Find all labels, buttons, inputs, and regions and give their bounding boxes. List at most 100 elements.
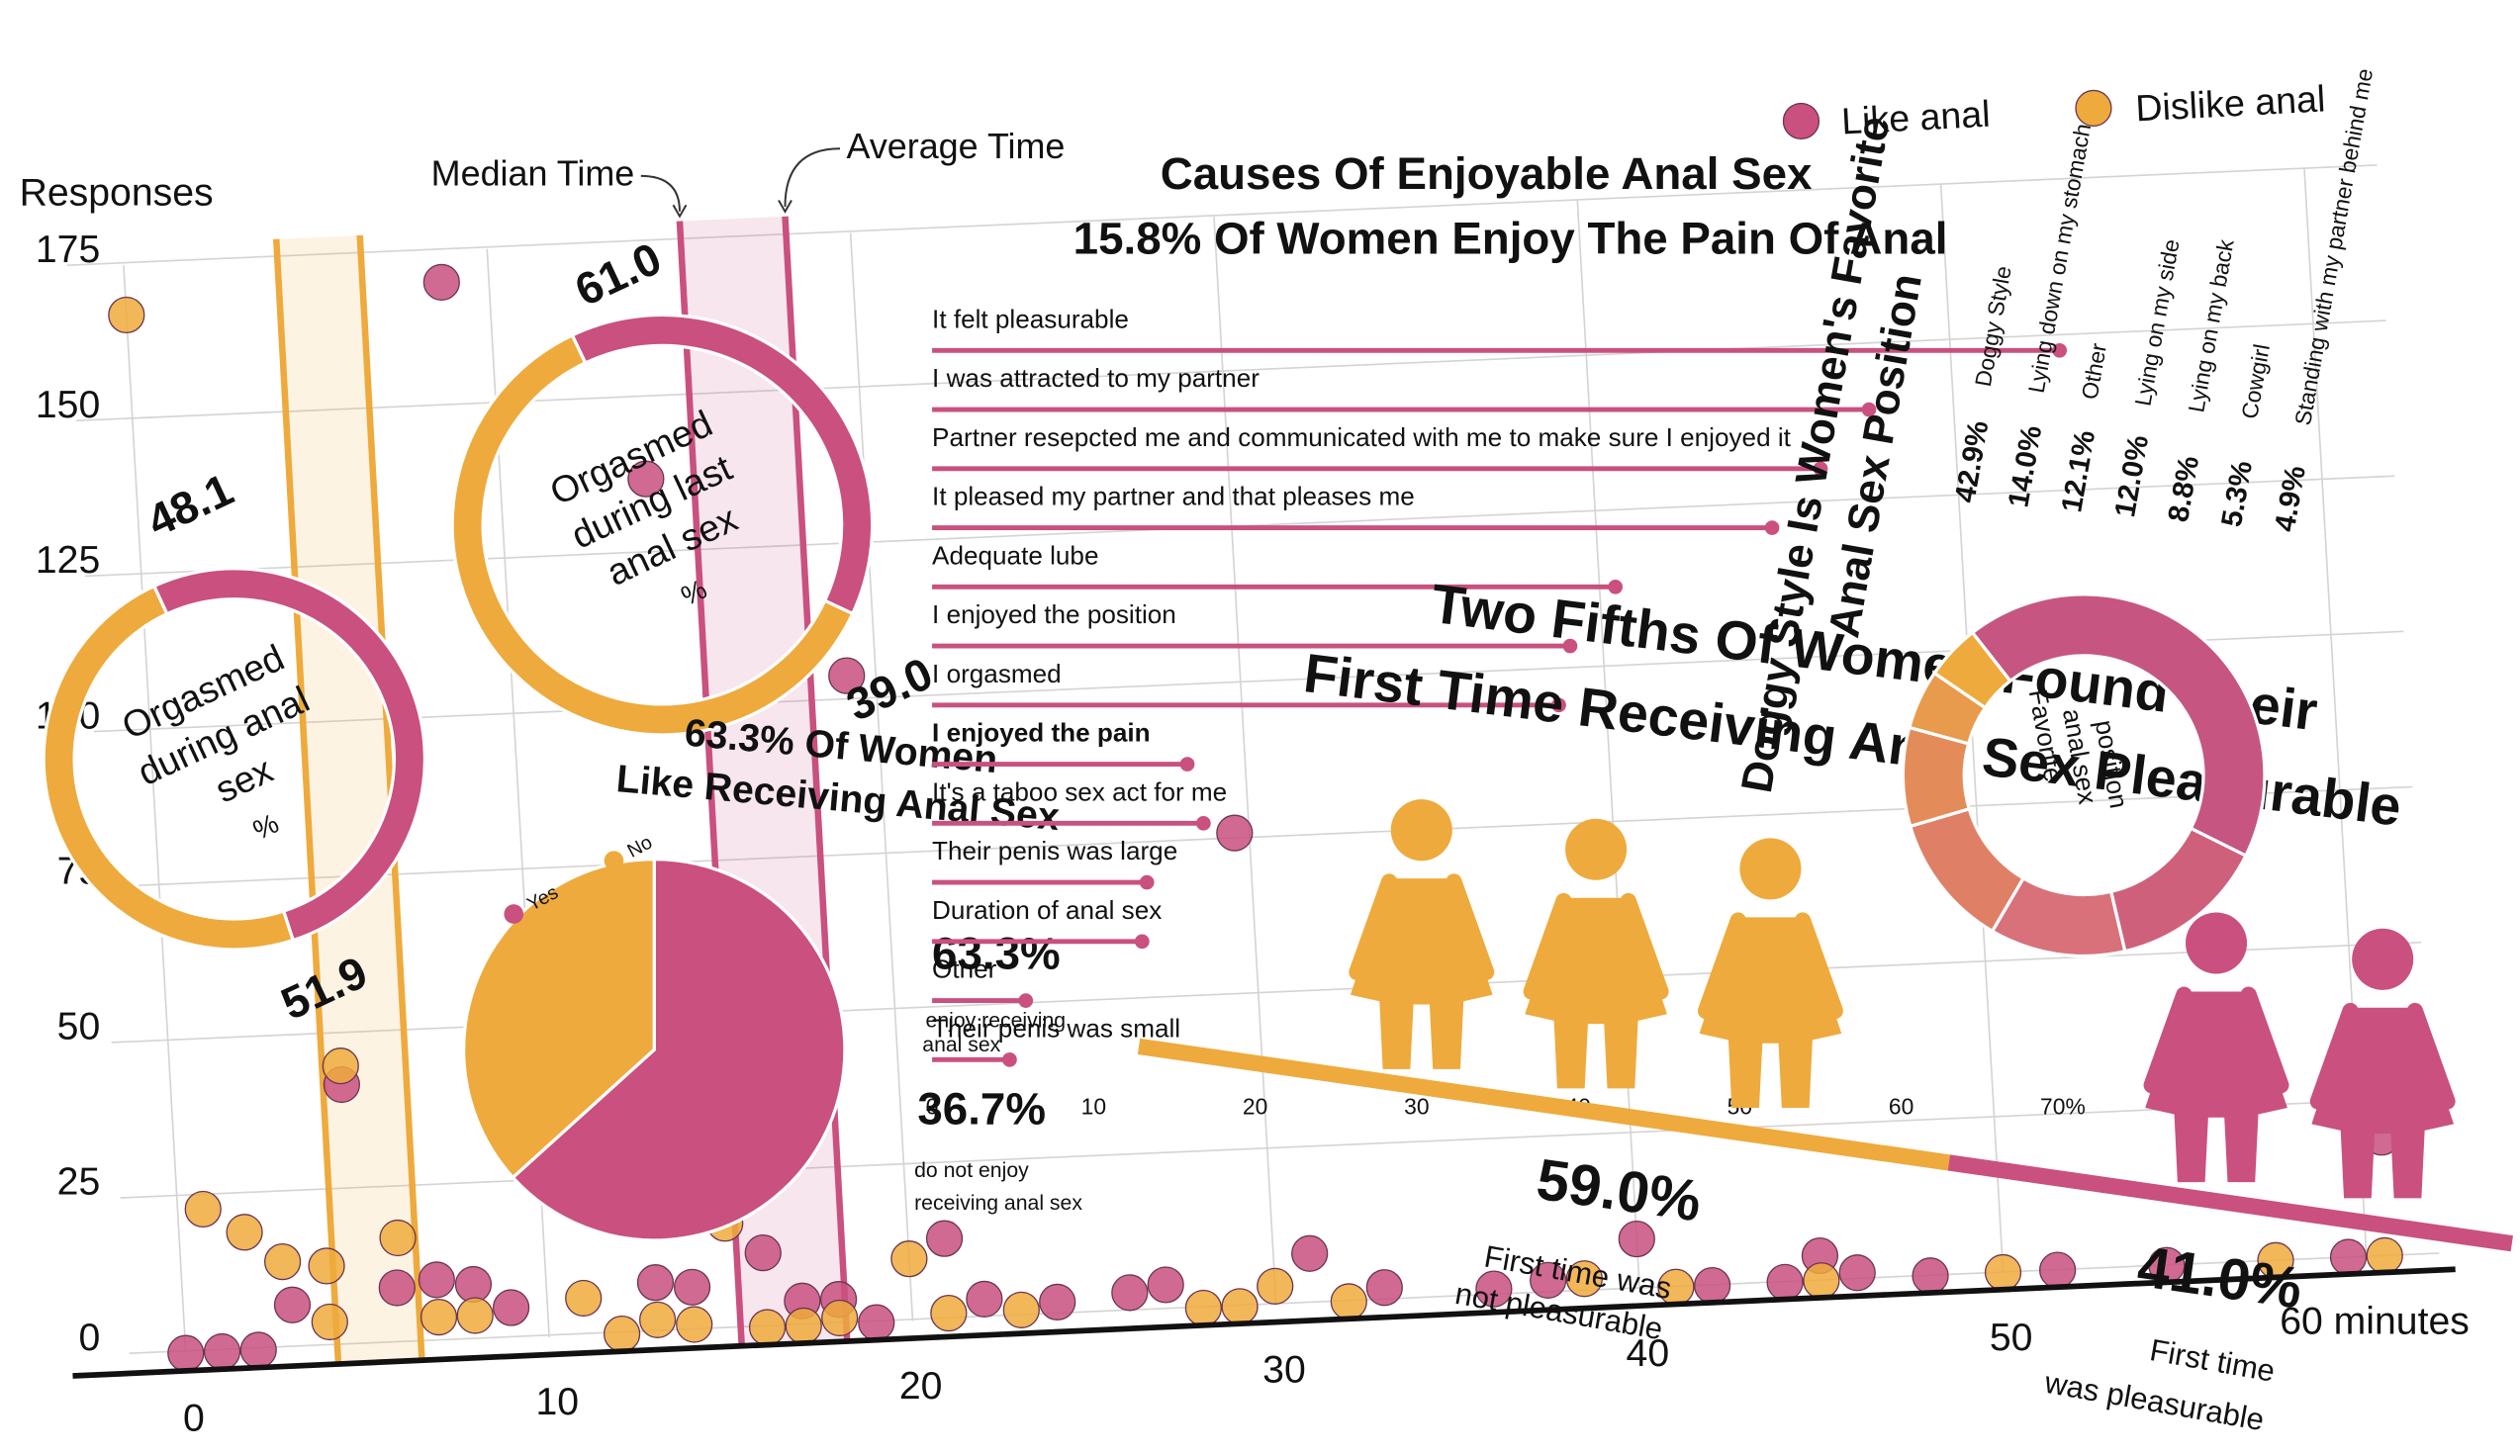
donut-segment — [151, 567, 427, 943]
scatter-point — [184, 1190, 222, 1228]
scatter-point — [636, 1264, 675, 1302]
scatter-point — [1365, 1269, 1403, 1307]
chart-title: Causes Of Enjoyable Anal Sex — [1161, 148, 1813, 199]
scatter-point — [828, 657, 866, 694]
scatter-point — [311, 1303, 348, 1341]
scatter-point — [676, 1306, 713, 1343]
donut-segment — [1931, 630, 2013, 710]
scatter-point — [1039, 1283, 1076, 1321]
category-label: Adequate lube — [932, 540, 1098, 570]
scatter-point — [308, 1247, 345, 1285]
icon-arms — [1523, 892, 1669, 1000]
value-caption: receiving anal sex — [914, 1192, 1082, 1215]
legend-swatch — [604, 851, 624, 870]
scatter-point — [1475, 1270, 1513, 1308]
scatter-point — [2039, 1251, 2077, 1289]
scatter-point — [1111, 1274, 1149, 1312]
legend-swatch — [2075, 89, 2112, 128]
scatter-point — [925, 1220, 964, 1257]
scatter-point — [322, 1047, 359, 1085]
scatter-point — [203, 1332, 241, 1371]
y-axis-label: Responses — [20, 171, 214, 214]
grid-line — [120, 1096, 2431, 1199]
icon-head — [1739, 838, 1802, 900]
category-label: Partner resepcted me and communicated wi… — [932, 422, 1792, 452]
scatter-point — [420, 1298, 458, 1336]
icon-head — [2352, 928, 2414, 990]
scatter-point — [378, 1269, 416, 1307]
icon-arms — [1349, 873, 1495, 981]
lollipop-dot — [1562, 638, 1578, 654]
value-caption: anal sex — [922, 1034, 1000, 1056]
x-tick-label: 30 — [1404, 1094, 1429, 1120]
icon-head — [1390, 799, 1452, 862]
lollipop-dot — [2052, 342, 2068, 358]
x-tick-label: 60 minutes — [2280, 1301, 2470, 1343]
lollipop-dot — [1002, 1052, 1017, 1067]
category-label: I orgasmed — [932, 659, 1062, 688]
reference-band — [276, 234, 422, 1366]
scatter-point — [1216, 814, 1254, 852]
scatter-point — [167, 1334, 205, 1372]
scatter-point — [1291, 1234, 1329, 1272]
icon-body — [2311, 1007, 2455, 1199]
value-label: 63.3% — [932, 929, 1061, 979]
scatter-point — [1330, 1283, 1367, 1320]
chart-subtitle: 15.8% Of Women Enjoy The Pain Of Anal — [1073, 213, 1948, 263]
x-tick-label: 10 — [536, 1381, 580, 1423]
y-tick-label: 0 — [78, 1317, 100, 1359]
scatter-point — [565, 1279, 603, 1318]
scatter-point — [264, 1242, 302, 1281]
scatter-point — [1766, 1263, 1804, 1301]
grid-line — [849, 232, 914, 1321]
icon-head — [1565, 818, 1628, 880]
scatter-point — [673, 1268, 711, 1306]
scatter-point — [744, 1234, 782, 1272]
scatter-point — [1803, 1262, 1840, 1300]
category-label: I enjoyed the position — [932, 599, 1176, 629]
category-label: It pleased my partner and that pleases m… — [932, 482, 1415, 511]
x-tick-label: 0 — [183, 1398, 205, 1440]
grid-line — [102, 785, 2413, 888]
icon-body — [2145, 991, 2287, 1183]
icon-body — [1525, 897, 1667, 1089]
scatter-point — [2366, 1236, 2403, 1275]
scatter-point — [1912, 1257, 1949, 1295]
legend-swatch — [504, 904, 524, 924]
person-icon — [2143, 912, 2289, 1183]
lollipop-dot — [1813, 461, 1828, 477]
x-tick-label: 40 — [1627, 1332, 1670, 1375]
reference-arrow — [778, 200, 793, 214]
value-caption: do not enjoy — [914, 1159, 1029, 1182]
legend-label: Dislike anal — [2134, 77, 2326, 129]
category-label: Duration of anal sex — [932, 895, 1162, 925]
category-label: I enjoyed the pain — [932, 718, 1151, 748]
person-icon — [1523, 818, 1669, 1089]
y-tick-label: 50 — [57, 1006, 101, 1048]
x-tick-label: 50 — [1990, 1317, 2033, 1359]
scatter-point — [418, 1261, 455, 1299]
donut-segment — [1970, 592, 2267, 859]
legend-swatch — [1782, 102, 1820, 140]
scatter-point — [422, 263, 460, 302]
scatter-point — [239, 1331, 277, 1369]
grid-line — [1213, 217, 1277, 1306]
scatter-point — [639, 1301, 677, 1338]
reference-line — [272, 238, 342, 1367]
grid-line — [75, 319, 2386, 422]
category-label: I was attracted to my partner — [932, 363, 1260, 393]
scatter-point — [1694, 1266, 1731, 1305]
category-label: Their penis was small — [932, 1013, 1180, 1043]
person-icon — [1349, 799, 1495, 1069]
x-tick-label: 30 — [1262, 1349, 1306, 1392]
grid-line — [123, 265, 187, 1354]
scatter-point — [603, 1315, 641, 1353]
lollipop-dot — [1139, 874, 1155, 890]
lollipop-dot — [1764, 520, 1780, 535]
scatter-point — [1530, 1261, 1567, 1299]
lollipop-dot — [1861, 402, 1877, 417]
reference-arrow — [672, 204, 688, 219]
x-tick-label: 60 — [1889, 1094, 1913, 1120]
grid-line — [66, 164, 2378, 266]
